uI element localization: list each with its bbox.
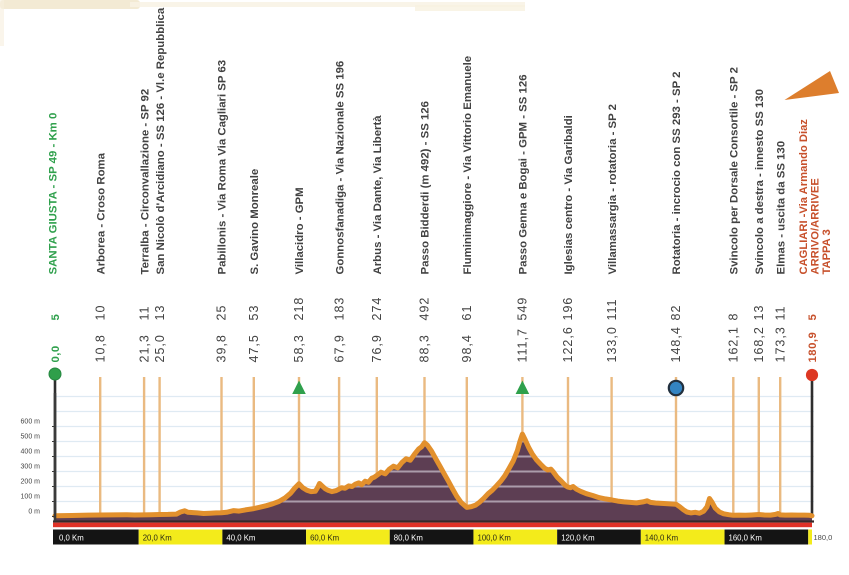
svg-text:600 m: 600 m — [21, 419, 41, 426]
svg-text:Arborea - Croso Roma: Arborea - Croso Roma — [95, 152, 107, 274]
svg-text:180,9: 180,9 — [807, 332, 819, 363]
svg-text:67,9: 67,9 — [332, 334, 346, 362]
svg-text:Rotatoria - incrocio con SS 29: Rotatoria - incrocio con SS 293 - SP 2 — [671, 72, 683, 275]
svg-text:11: 11 — [773, 306, 787, 321]
svg-text:S. Gavino Monreale: S. Gavino Monreale — [249, 169, 261, 275]
svg-text:168,2: 168,2 — [752, 326, 766, 362]
svg-text:Villamassargia - rotatoria - S: Villamassargia - rotatoria - SP 2 — [607, 104, 619, 275]
svg-text:Svincolo per Dorsale Consortil: Svincolo per Dorsale Consortile - SP 2 — [729, 67, 741, 274]
svg-text:200 m: 200 m — [21, 479, 41, 486]
svg-text:60,0 Km: 60,0 Km — [310, 534, 339, 543]
svg-text:400 m: 400 m — [21, 449, 41, 456]
svg-text:8: 8 — [727, 313, 741, 321]
svg-text:Passo Genna e Bogai - GPM - SS: Passo Genna e Bogai - GPM - SS 126 — [518, 74, 530, 274]
svg-text:274: 274 — [370, 297, 384, 321]
svg-text:11: 11 — [137, 306, 151, 321]
svg-text:88,3: 88,3 — [418, 334, 432, 362]
svg-text:TAPPA 3: TAPPA 3 — [821, 229, 833, 274]
svg-text:Fluminimaggiore - Via Vittorio: Fluminimaggiore - Via Vittorio Emanuele — [462, 56, 474, 275]
svg-text:25,0: 25,0 — [153, 334, 167, 362]
svg-text:0 m: 0 m — [28, 509, 40, 516]
svg-text:39,8: 39,8 — [215, 334, 229, 362]
svg-text:ARRIVO/ARRIVEE: ARRIVO/ARRIVEE — [810, 178, 822, 275]
svg-text:0,0 Km: 0,0 Km — [59, 534, 84, 543]
svg-text:53: 53 — [247, 305, 261, 321]
svg-text:10: 10 — [93, 305, 107, 321]
svg-text:Arbus - Via Dante, Via Libertà: Arbus - Via Dante, Via Libertà — [372, 115, 384, 275]
svg-text:98,4: 98,4 — [460, 334, 474, 362]
svg-text:120,0 Km: 120,0 Km — [561, 534, 594, 543]
svg-text:80,0 Km: 80,0 Km — [394, 534, 423, 543]
svg-text:140,0 Km: 140,0 Km — [645, 534, 678, 543]
svg-text:61: 61 — [460, 305, 474, 321]
svg-text:500 m: 500 m — [21, 434, 41, 441]
svg-text:180,0: 180,0 — [814, 533, 833, 542]
svg-text:Terralba - Circonvallazione -: Terralba - Circonvallazione - SP 92 — [139, 89, 151, 275]
svg-text:162,1: 162,1 — [727, 326, 741, 362]
svg-text:492: 492 — [418, 297, 432, 321]
svg-text:218: 218 — [292, 297, 306, 321]
svg-text:111: 111 — [605, 298, 619, 320]
svg-text:76,9: 76,9 — [370, 334, 384, 362]
svg-text:111,7: 111,7 — [516, 328, 530, 362]
svg-text:Svincolo a destra - innesto SS: Svincolo a destra - innesto SS 130 — [754, 89, 766, 274]
svg-text:21,3: 21,3 — [137, 334, 151, 362]
svg-text:82: 82 — [669, 305, 683, 321]
svg-text:0,0: 0,0 — [50, 345, 62, 362]
svg-text:183: 183 — [332, 297, 346, 321]
svg-text:25: 25 — [215, 305, 229, 321]
svg-text:20,0 Km: 20,0 Km — [143, 534, 172, 543]
svg-text:Gonnosfanadiga - Via Nazionale: Gonnosfanadiga - Via Nazionale SS 196 — [334, 61, 346, 275]
svg-text:Elmas - uscita da SS 130: Elmas - uscita da SS 130 — [775, 141, 787, 275]
svg-text:Pabillonis - Via Roma Via Cagl: Pabillonis - Via Roma Via Cagliari SP 63 — [217, 60, 229, 275]
svg-text:10,8: 10,8 — [93, 334, 107, 362]
svg-text:5: 5 — [807, 314, 819, 321]
svg-text:SANTA GIUSTA - SP 49 - Km 0: SANTA GIUSTA - SP 49 - Km 0 — [48, 113, 60, 275]
svg-text:133,0: 133,0 — [605, 326, 619, 362]
svg-text:100 m: 100 m — [21, 494, 41, 501]
svg-text:58,3: 58,3 — [292, 334, 306, 362]
svg-text:5: 5 — [50, 314, 62, 321]
svg-text:196: 196 — [561, 297, 575, 321]
svg-text:13: 13 — [153, 305, 167, 321]
svg-text:300 m: 300 m — [21, 464, 41, 471]
svg-text:Villacidro - GPM: Villacidro - GPM — [294, 187, 306, 274]
svg-text:13: 13 — [752, 305, 766, 321]
svg-text:549: 549 — [516, 297, 530, 321]
svg-text:148,4: 148,4 — [669, 326, 683, 362]
svg-text:San Nicolò d'Arcidiano - SS 12: San Nicolò d'Arcidiano - SS 126 - Vl.e R… — [155, 7, 167, 274]
svg-text:122,6: 122,6 — [561, 326, 575, 362]
svg-text:CAGLIARI -Via Armando Diaz: CAGLIARI -Via Armando Diaz — [798, 119, 810, 275]
svg-text:100,0 Km: 100,0 Km — [478, 534, 511, 543]
svg-text:40,0 Km: 40,0 Km — [226, 534, 255, 543]
svg-text:Passo Bidderdi (m 492) - SS 12: Passo Bidderdi (m 492) - SS 126 — [420, 101, 432, 274]
svg-text:173,3: 173,3 — [773, 326, 787, 362]
svg-text:160,0 Km: 160,0 Km — [729, 534, 762, 543]
svg-text:Iglesias centro - Via Garibald: Iglesias centro - Via Garibaldi — [563, 115, 575, 274]
svg-text:47,5: 47,5 — [247, 334, 261, 362]
